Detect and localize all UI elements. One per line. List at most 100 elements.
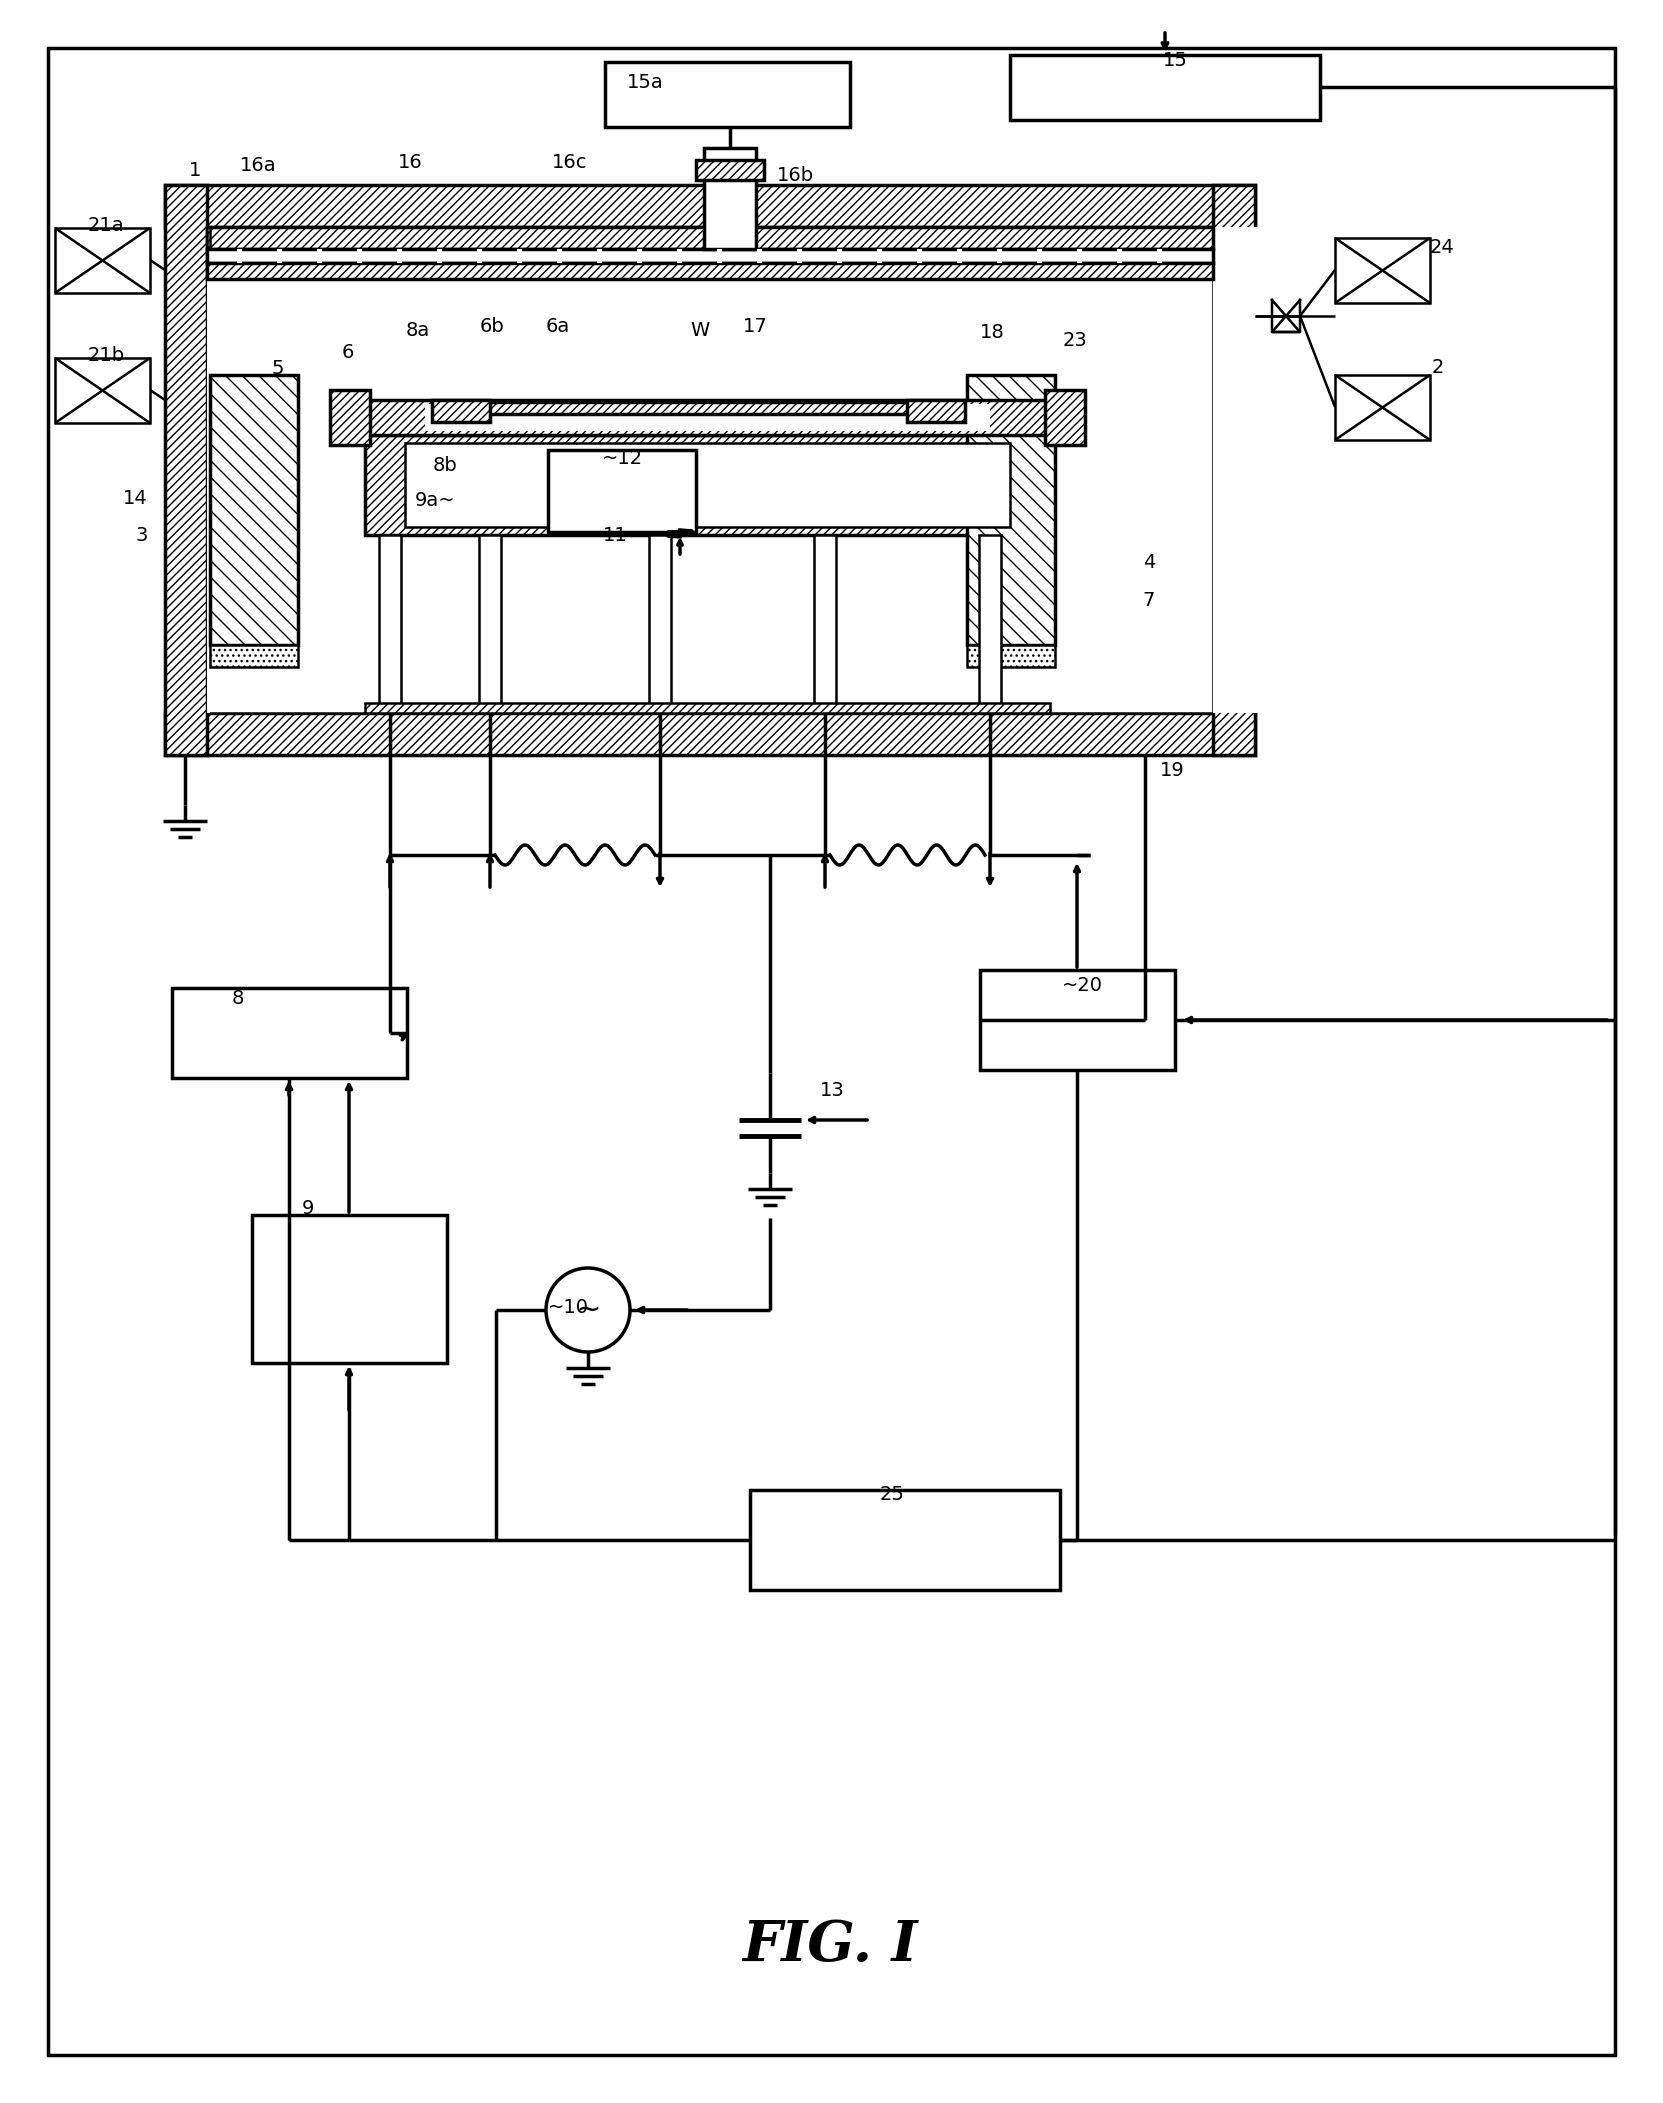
Bar [916,248,921,263]
Text: 18: 18 [980,322,1004,341]
Text: 15a: 15a [627,72,664,93]
Bar [1118,248,1123,263]
Bar [55,227,150,292]
Bar [487,402,910,414]
Bar [432,400,491,423]
Text: FIG. I: FIG. I [742,1918,918,1973]
Bar [206,248,1212,263]
Bar [1009,55,1320,120]
Bar [329,389,369,446]
Bar [717,248,722,263]
Bar [479,534,501,713]
Text: 6b: 6b [479,315,504,336]
Bar [206,263,1212,280]
Bar [477,248,482,263]
Text: ~: ~ [575,1295,600,1325]
Bar [210,374,298,646]
Bar [966,374,1054,646]
Text: 21b: 21b [88,345,125,364]
Bar [956,248,961,263]
Bar [517,248,522,263]
Bar [206,227,210,246]
Bar [278,248,283,263]
Text: 24: 24 [1430,238,1455,257]
Bar [697,160,763,181]
Bar [813,534,836,713]
Text: 17: 17 [743,315,767,336]
Bar [1335,238,1430,303]
Text: 9a~: 9a~ [414,490,456,509]
Bar [605,61,850,126]
Bar [1335,374,1430,440]
Bar [750,1491,1059,1590]
Bar [171,988,407,1079]
Bar [206,227,1212,248]
Bar [397,248,402,263]
Text: 1: 1 [190,160,201,179]
Bar [55,358,150,423]
Bar [797,248,802,263]
Bar [1044,389,1084,446]
Bar [364,400,1049,435]
Text: 5: 5 [271,358,284,379]
Bar [358,248,363,263]
Bar [437,248,442,263]
Bar [966,646,1054,667]
Bar [1212,227,1370,713]
Bar [206,227,1212,713]
Text: 3: 3 [136,526,148,545]
Bar [549,450,697,532]
Bar [1038,248,1043,263]
Bar [238,248,243,263]
Text: 15: 15 [1162,50,1187,69]
Text: 2: 2 [1432,358,1445,376]
Text: ~10: ~10 [549,1298,589,1316]
Text: 16b: 16b [777,166,813,185]
Text: 6a: 6a [545,315,570,336]
Text: 21a: 21a [88,215,125,236]
Bar [165,185,206,755]
Text: 16: 16 [397,154,422,172]
Bar [980,534,1001,713]
Bar [677,248,682,263]
Bar [836,248,841,263]
Bar [1212,185,1256,755]
Text: ~12: ~12 [602,448,642,467]
Text: 16c: 16c [552,154,587,172]
Text: 16a: 16a [239,156,276,175]
Text: 6: 6 [343,343,354,362]
Text: 14: 14 [123,488,148,507]
Bar [165,713,1256,755]
Bar [364,435,1049,534]
Text: 4: 4 [1142,553,1156,572]
Bar [998,248,1003,263]
Bar [318,248,323,263]
Bar [1157,248,1162,263]
Text: 23: 23 [1063,330,1088,349]
Text: 13: 13 [820,1081,845,1100]
Text: 11: 11 [602,526,627,545]
Bar [206,227,210,713]
Text: 8: 8 [231,988,244,1007]
Bar [906,400,965,423]
Bar [406,444,1009,528]
Bar [165,185,1256,227]
Circle shape [545,1268,630,1352]
Bar [637,248,642,263]
Bar [557,248,562,263]
Bar [379,534,401,713]
Text: 25: 25 [880,1485,905,1504]
Bar [1078,248,1083,263]
Bar [980,969,1176,1070]
Text: 19: 19 [1161,761,1184,780]
Bar [253,1216,447,1363]
Text: 8a: 8a [406,320,431,339]
Bar [364,702,1049,713]
Text: 9: 9 [301,1199,314,1218]
Text: W: W [690,320,710,339]
Bar [757,248,762,263]
Text: ~20: ~20 [1061,976,1103,995]
Bar [210,646,298,667]
Text: 7: 7 [1142,591,1156,610]
Bar [649,534,670,713]
